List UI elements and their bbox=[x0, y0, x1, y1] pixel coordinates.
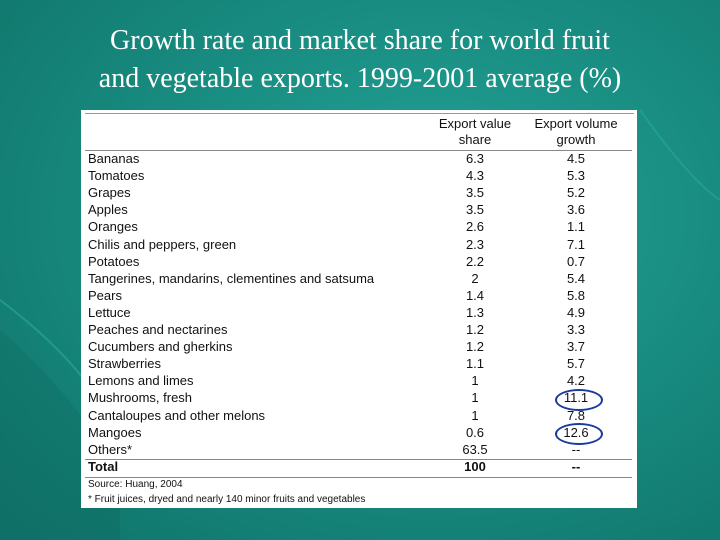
row-share: 1 bbox=[471, 390, 479, 406]
table-row: Grapes 3.5 5.2 bbox=[81, 185, 637, 202]
row-name: Total bbox=[88, 459, 119, 474]
row-name: Mangoes bbox=[88, 424, 142, 440]
row-name: Peaches and nectarines bbox=[88, 322, 228, 337]
table-row: Mushrooms, fresh 1 11.1 bbox=[81, 390, 637, 407]
table-row: Bananas 6.3 4.5 bbox=[81, 151, 637, 168]
row-share: 1.2 bbox=[465, 339, 485, 355]
row-name: Lettuce bbox=[88, 304, 131, 320]
row-growth: 4.9 bbox=[566, 304, 586, 320]
table-row: Cantaloupes and other melons 1 7.8 bbox=[81, 408, 637, 425]
row-growth: 7.1 bbox=[566, 236, 586, 252]
bottom-divider bbox=[85, 477, 632, 478]
row-growth: 7.8 bbox=[566, 407, 586, 423]
slide-title: Growth rate and market share for world f… bbox=[0, 22, 720, 98]
table-row: Oranges 2.6 1.1 bbox=[81, 219, 637, 236]
title-line-1: Growth rate and market share for world f… bbox=[110, 25, 610, 56]
header-divider bbox=[85, 150, 632, 151]
row-share: 2.2 bbox=[465, 253, 485, 269]
table-row: Lettuce 1.3 4.9 bbox=[81, 305, 637, 322]
row-share: 2.3 bbox=[465, 236, 485, 252]
row-share: 3.5 bbox=[465, 185, 485, 201]
row-growth: 1.1 bbox=[566, 219, 586, 235]
source-note: Source: Huang, 2004 bbox=[88, 479, 183, 490]
header-line: share bbox=[458, 132, 492, 147]
data-table: Export value share Export volume growth … bbox=[81, 110, 637, 508]
row-name: Tangerines, mandarins, clementines and s… bbox=[88, 270, 375, 286]
row-share: 1.3 bbox=[465, 304, 485, 320]
row-share: 2 bbox=[471, 270, 479, 286]
row-growth: 4.5 bbox=[566, 151, 586, 166]
table-row: Apples 3.5 3.6 bbox=[81, 202, 637, 219]
header-line: Export value bbox=[438, 116, 512, 131]
row-name: Strawberries bbox=[88, 356, 161, 372]
row-share: 1.2 bbox=[465, 322, 485, 337]
header-export-value-share: Export value share bbox=[425, 116, 525, 148]
table-row: Tangerines, mandarins, clementines and s… bbox=[81, 271, 637, 288]
row-share: 2.6 bbox=[465, 219, 485, 235]
row-growth: 3.6 bbox=[566, 202, 586, 218]
row-growth: 3.7 bbox=[566, 339, 586, 355]
header-line: growth bbox=[556, 132, 596, 147]
row-share: 3.5 bbox=[465, 202, 485, 218]
total-divider bbox=[85, 459, 632, 460]
row-name: Apples bbox=[88, 202, 128, 218]
table-row: Others* 63.5 -- bbox=[81, 442, 637, 459]
table-row: Chilis and peppers, green 2.3 7.1 bbox=[81, 237, 637, 254]
table-row: Peaches and nectarines 1.2 3.3 bbox=[81, 322, 637, 339]
row-name: Bananas bbox=[88, 151, 140, 166]
row-name: Mushrooms, fresh bbox=[88, 390, 193, 406]
row-name: Oranges bbox=[88, 219, 138, 235]
table-row: Cucumbers and gherkins 1.2 3.7 bbox=[81, 339, 637, 356]
row-growth: 5.7 bbox=[566, 356, 586, 372]
row-share: 1 bbox=[471, 407, 479, 423]
row-growth: 4.2 bbox=[566, 373, 586, 389]
row-growth: 5.3 bbox=[566, 168, 586, 184]
table-row: Tomatoes 4.3 5.3 bbox=[81, 168, 637, 185]
row-growth: -- bbox=[571, 441, 581, 457]
header-export-volume-growth: Export volume growth bbox=[521, 116, 631, 148]
row-growth: 5.2 bbox=[566, 185, 586, 201]
row-name: Tomatoes bbox=[88, 168, 145, 184]
row-name: Lemons and limes bbox=[88, 373, 194, 389]
row-growth: -- bbox=[571, 459, 581, 474]
header-line: Export volume bbox=[534, 116, 618, 131]
title-line-2: and vegetable exports. 1999-2001 average… bbox=[98, 63, 622, 94]
table-row: Strawberries 1.1 5.7 bbox=[81, 356, 637, 373]
row-share: 6.3 bbox=[465, 151, 485, 166]
row-growth: 5.8 bbox=[566, 287, 586, 303]
row-name: Pears bbox=[88, 287, 122, 303]
row-name: Chilis and peppers, green bbox=[88, 236, 237, 252]
row-share: 1 bbox=[471, 373, 479, 389]
highlight-oval-mangoes bbox=[555, 423, 603, 445]
row-share: 0.6 bbox=[465, 424, 485, 440]
table-row: Mangoes 0.6 12.6 bbox=[81, 425, 637, 442]
table-row: Pears 1.4 5.8 bbox=[81, 288, 637, 305]
row-name: Grapes bbox=[88, 185, 131, 201]
row-name: Potatoes bbox=[88, 253, 140, 269]
row-growth: 0.7 bbox=[566, 253, 586, 269]
row-share: 100 bbox=[464, 459, 486, 474]
table-top-rule bbox=[85, 113, 634, 114]
row-growth: 5.4 bbox=[566, 270, 586, 286]
table-row: Potatoes 2.2 0.7 bbox=[81, 254, 637, 271]
row-share: 1.4 bbox=[465, 287, 485, 303]
row-share: 63.5 bbox=[462, 441, 488, 457]
highlight-oval-mushrooms bbox=[555, 389, 603, 411]
footnote: * Fruit juices, dryed and nearly 140 min… bbox=[88, 494, 366, 505]
row-name: Cucumbers and gherkins bbox=[88, 339, 233, 355]
row-share: 4.3 bbox=[465, 168, 485, 184]
row-growth: 3.3 bbox=[566, 322, 586, 337]
row-name: Others* bbox=[88, 441, 133, 457]
row-name: Cantaloupes and other melons bbox=[88, 407, 266, 423]
total-row: Total 100 -- bbox=[81, 459, 637, 476]
table-row: Lemons and limes 1 4.2 bbox=[81, 373, 637, 390]
row-share: 1.1 bbox=[465, 356, 485, 372]
